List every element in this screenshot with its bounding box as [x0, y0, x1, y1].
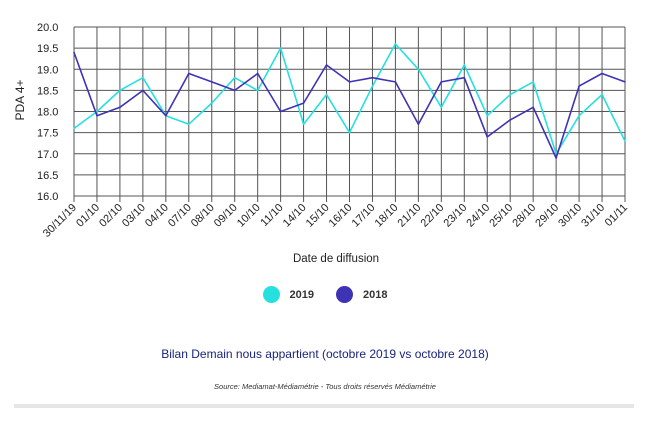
data-point-2019: [302, 123, 305, 125]
footer-divider: [14, 404, 634, 408]
legend-item-2019[interactable]: 2019: [262, 286, 314, 303]
data-point-2018: [509, 119, 512, 121]
data-point-2018: [440, 81, 443, 83]
x-tick-label: 30/10: [556, 202, 584, 230]
data-point-2019: [463, 64, 466, 66]
x-tick-label: 10/10: [235, 202, 263, 230]
x-tick-label: 17/10: [350, 202, 378, 230]
x-tick-label: 11/10: [258, 202, 285, 229]
data-point-2019: [256, 89, 259, 92]
data-point-2019: [142, 76, 144, 79]
data-point-2018: [371, 76, 374, 79]
data-point-2018: [417, 123, 420, 125]
y-tick-label: 18.5: [37, 85, 58, 97]
y-tick-label: 19.0: [37, 64, 58, 76]
x-tick-label: 18/10: [373, 202, 401, 230]
data-point-2018: [210, 81, 213, 83]
data-point-2018: [119, 106, 121, 109]
x-tick-label: 29/10: [533, 202, 561, 230]
data-point-2018: [96, 114, 98, 117]
data-point-2018: [555, 157, 557, 159]
data-point-2018: [302, 102, 305, 104]
y-tick-label: 16.5: [37, 170, 58, 182]
data-point-2018: [463, 76, 466, 79]
data-point-2018: [348, 81, 351, 83]
x-tick-label: 14/10: [281, 202, 309, 230]
data-point-2019: [279, 47, 282, 49]
x-tick-label: 02/10: [97, 202, 125, 230]
data-point-2018: [532, 106, 534, 109]
data-point-2019: [440, 106, 443, 109]
data-point-2019: [624, 140, 626, 142]
data-point-2019: [417, 68, 420, 71]
data-point-2019: [394, 43, 397, 45]
x-tick-label: 31/10: [579, 202, 607, 230]
data-point-2019: [96, 110, 98, 113]
x-tick-label: 15/10: [304, 202, 332, 230]
data-point-2019: [119, 89, 121, 92]
x-tick-label: 07/10: [166, 202, 194, 230]
data-point-2018: [165, 114, 167, 117]
data-point-2019: [73, 127, 75, 130]
y-tick-label: 17.0: [37, 149, 58, 161]
data-point-2019: [233, 76, 236, 79]
data-point-2019: [187, 123, 190, 125]
x-tick-label: 22/10: [419, 202, 447, 230]
y-tick-label: 20.0: [37, 22, 58, 34]
data-point-2018: [624, 81, 626, 83]
data-point-2019: [509, 93, 512, 96]
y-tick-label: 19.5: [37, 43, 58, 55]
x-tick-label: 21/10: [396, 202, 424, 230]
legend-label-2019: 2019: [289, 288, 314, 301]
x-tick-label: 23/10: [441, 202, 469, 230]
x-tick-label: 28/10: [510, 202, 538, 230]
y-tick-label: 16.0: [37, 191, 58, 203]
x-tick-label: 24/10: [464, 202, 492, 230]
x-tick-label: 09/10: [212, 202, 240, 230]
legend-swatch-2019: [262, 286, 280, 303]
data-point-2018: [394, 81, 397, 83]
x-tick-label: 03/10: [120, 202, 148, 230]
data-point-2018: [279, 110, 282, 113]
data-point-2019: [532, 81, 534, 83]
x-tick-label: 25/10: [487, 202, 515, 230]
y-axis-label: PDA 4+: [13, 79, 27, 120]
data-point-2018: [73, 51, 75, 54]
data-point-2019: [325, 93, 328, 96]
y-tick-label: 17.5: [37, 128, 58, 140]
data-point-2019: [486, 114, 489, 117]
data-point-2019: [371, 85, 374, 87]
chart-legend: 2019 2018: [0, 286, 650, 303]
data-point-2018: [601, 72, 603, 75]
legend-item-2018[interactable]: 2018: [336, 286, 387, 303]
chart-caption: Bilan Demain nous appartient (octobre 20…: [161, 347, 489, 361]
line-chart: 16.0 16.5 17.0 17.5 18.0 18.5 19.0 19.5 20.0 30/…: [13, 22, 630, 265]
x-tick-label: 04/10: [143, 202, 171, 230]
source-note: Source: Mediamat-Médiamétrie - Tous droi…: [214, 382, 436, 391]
data-point-2018: [256, 72, 259, 75]
legend-label-2018: 2018: [363, 288, 388, 301]
data-point-2019: [348, 131, 351, 134]
data-point-2018: [233, 89, 236, 92]
x-axis-ticks: 30/11/1901/1002/1003/1004/1007/1008/1009…: [41, 202, 630, 240]
data-point-2018: [486, 136, 489, 138]
data-point-2018: [142, 89, 144, 92]
x-tick-label: 01/11: [603, 202, 630, 229]
chart-grid: [73, 26, 626, 202]
data-point-2019: [601, 93, 603, 96]
x-axis-label: Date de diffusion: [293, 253, 379, 265]
x-tick-label: 16/10: [327, 202, 355, 230]
data-point-2018: [325, 64, 328, 66]
legend-swatch-2018: [336, 286, 353, 303]
data-point-2018: [578, 85, 580, 87]
data-point-2019: [210, 102, 213, 104]
y-axis-ticks: 16.0 16.5 17.0 17.5 18.0 18.5 19.0 19.5 20.0: [37, 22, 58, 203]
data-point-2019: [578, 114, 580, 117]
chart-series-lines: [73, 43, 626, 159]
x-tick-label: 01/10: [74, 202, 102, 230]
y-tick-label: 18.0: [37, 107, 58, 119]
x-tick-label: 08/10: [189, 202, 217, 230]
data-point-2018: [187, 72, 190, 75]
